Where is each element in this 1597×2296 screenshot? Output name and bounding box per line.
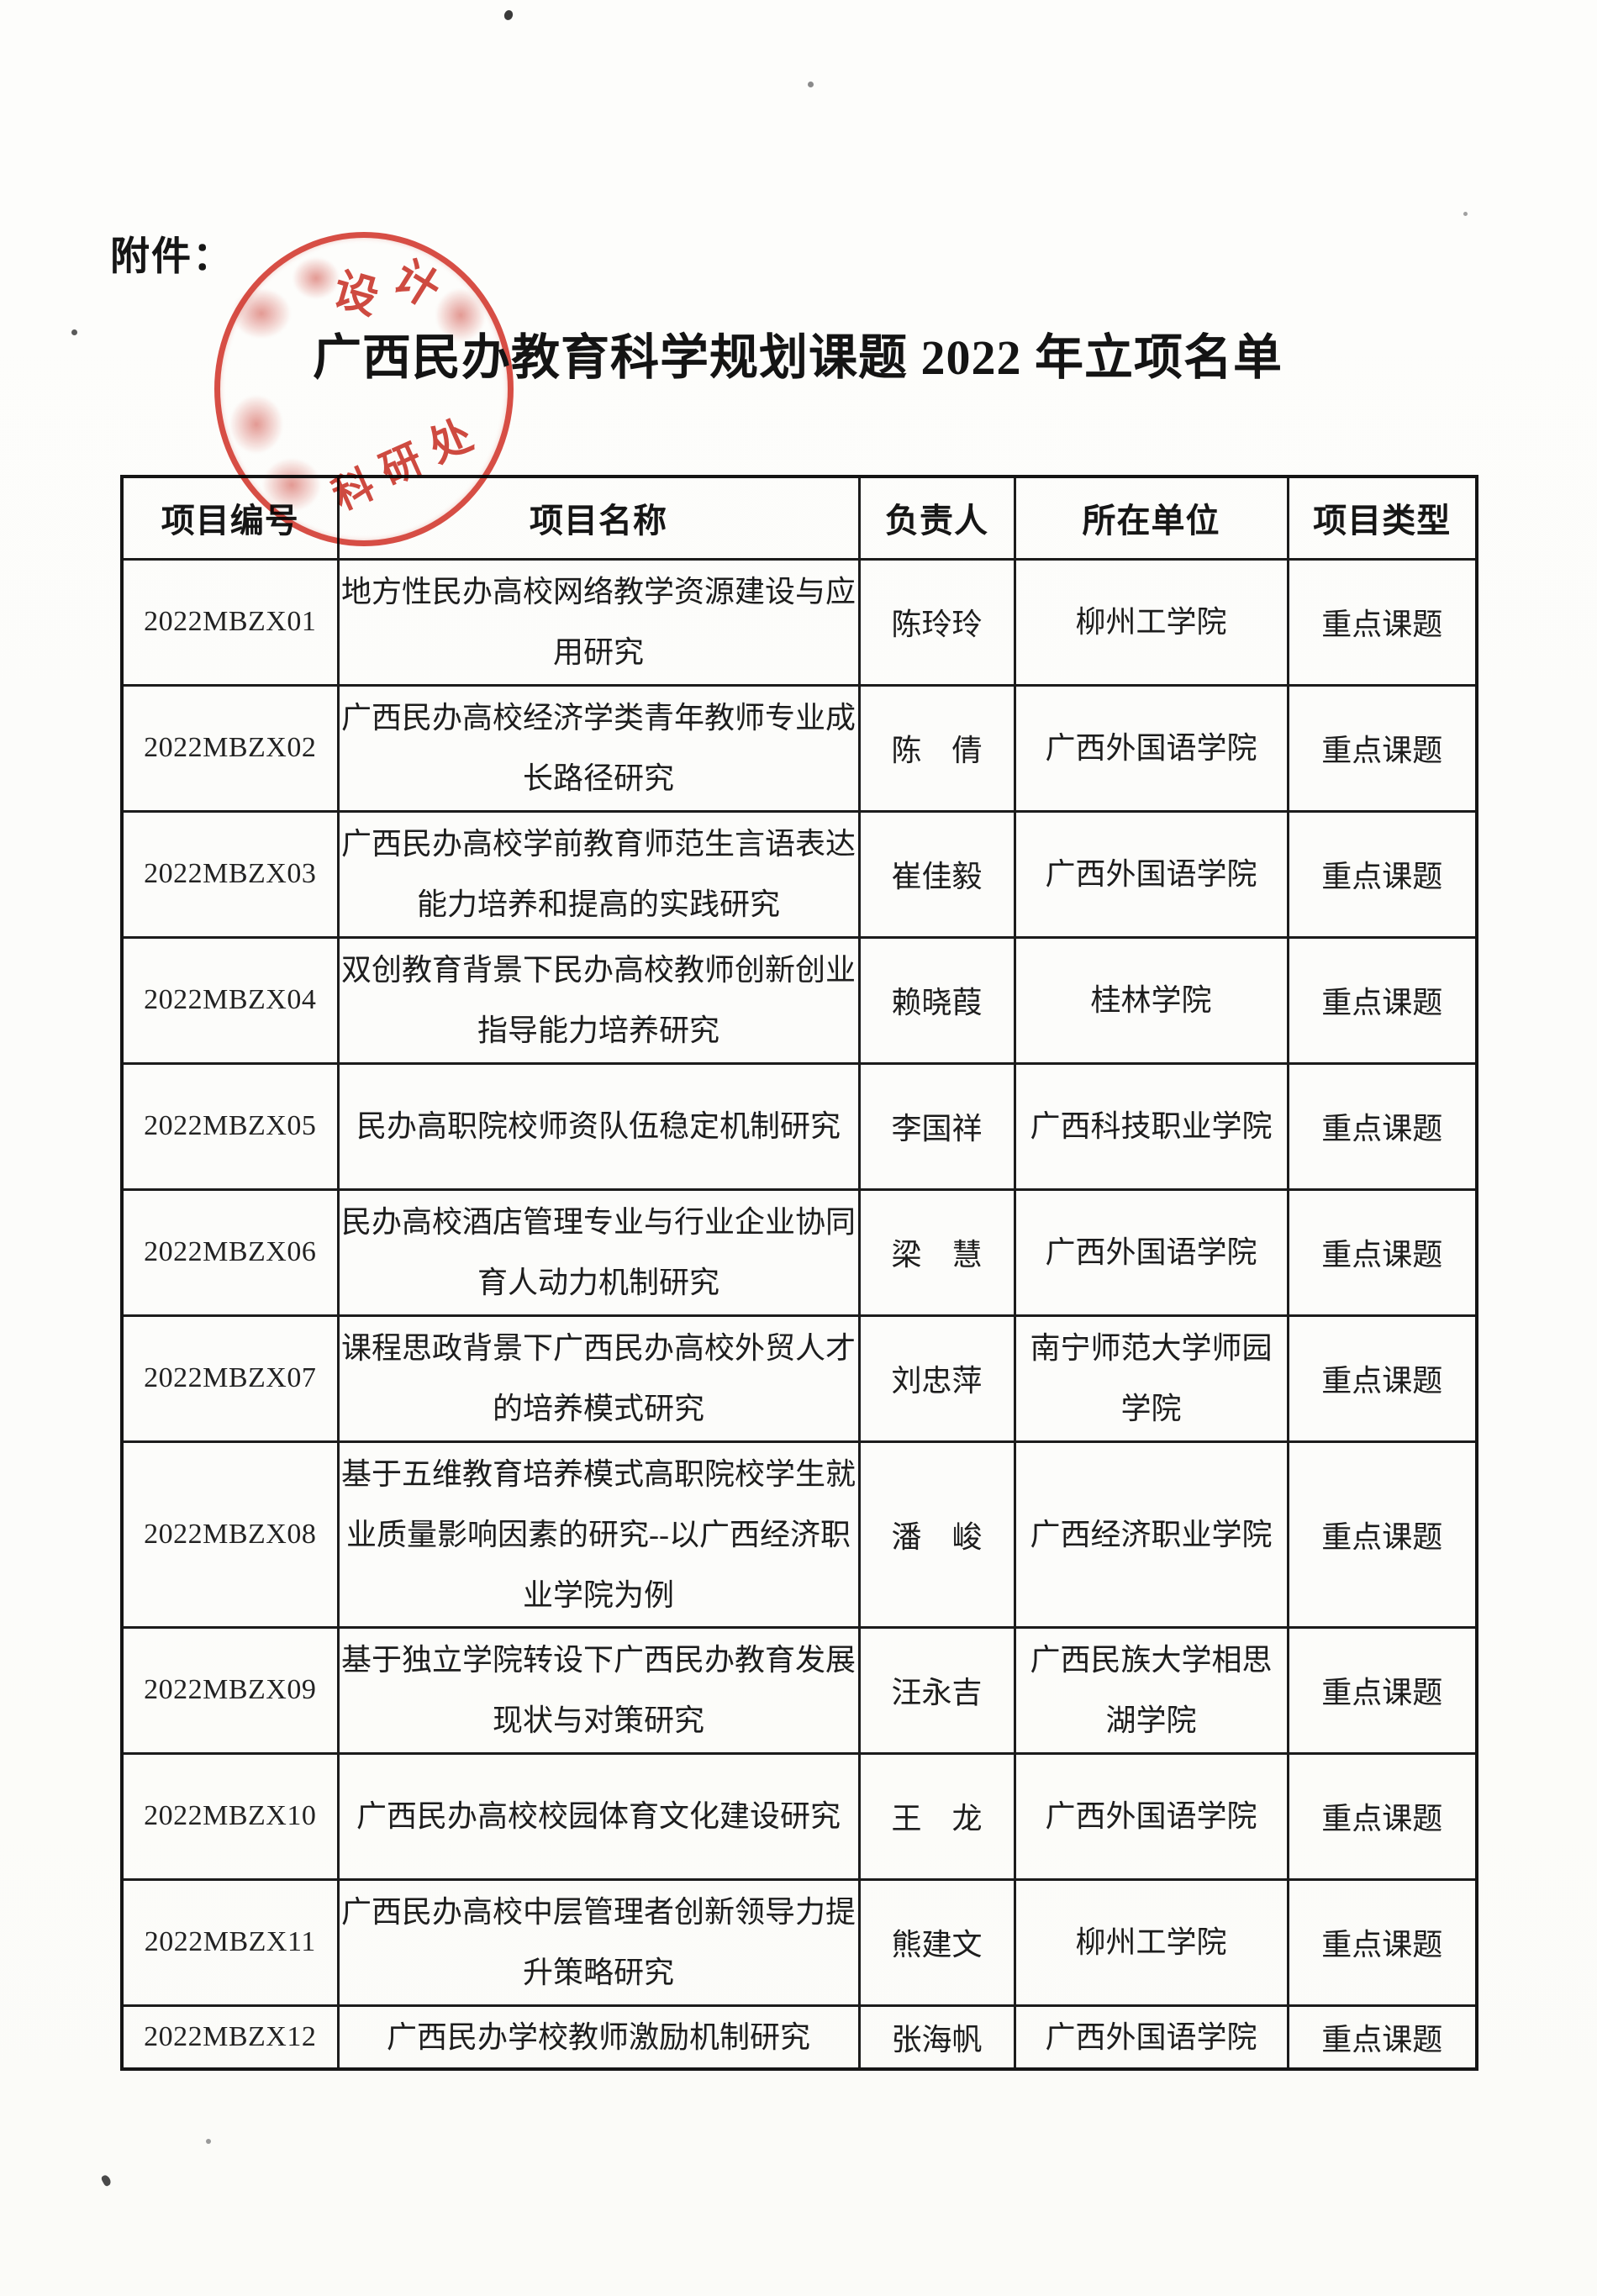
project-unit: 广西外国语学院 [1013, 2004, 1289, 2070]
table-row: 2022MBZX04 双创教育背景下民办高校教师创新创业指导能力培养研究 赖晓葭… [120, 935, 1478, 1065]
project-id: 2022MBZX03 [120, 809, 340, 939]
project-leader: 汪永吉 [857, 1625, 1016, 1755]
project-title: 广西民办学校教师激励机制研究 [336, 2004, 861, 2070]
stamp-arc-char: 计 [384, 253, 448, 317]
project-leader: 陈 倩 [857, 683, 1016, 813]
project-unit: 广西外国语学院 [1013, 683, 1289, 813]
project-title: 民办高职院校师资队伍稳定机制研究 [336, 1061, 861, 1191]
project-category: 重点课题 [1286, 1625, 1478, 1755]
project-id: 2022MBZX11 [120, 1877, 340, 2007]
project-category: 重点课题 [1286, 1751, 1478, 1881]
stamp-smudge [292, 256, 340, 299]
project-category: 重点课题 [1286, 1877, 1478, 2007]
scan-speck [1463, 212, 1468, 216]
col-header-project-name: 项目名称 [336, 475, 861, 561]
project-leader: 陈玲玲 [857, 557, 1016, 687]
project-id: 2022MBZX12 [120, 2004, 340, 2070]
table-row: 2022MBZX05 民办高职院校师资队伍稳定机制研究 李国祥 广西科技职业学院… [120, 1061, 1478, 1191]
col-header-category: 项目类型 [1286, 475, 1478, 561]
table-row: 2022MBZX02 广西民办高校经济学类青年教师专业成长路径研究 陈 倩 广西… [120, 683, 1478, 813]
scan-speck [503, 8, 514, 22]
table-row: 2022MBZX12 广西民办学校教师激励机制研究 张海帆 广西外国语学院 重点… [120, 2004, 1478, 2070]
project-category: 重点课题 [1286, 2004, 1478, 2070]
project-unit: 广西外国语学院 [1013, 809, 1289, 939]
project-category: 重点课题 [1286, 809, 1478, 939]
scan-speck [100, 2173, 113, 2188]
project-unit: 广西外国语学院 [1013, 1751, 1289, 1881]
project-title: 基于五维教育培养模式高职院校学生就业质量影响因素的研究--以广西经济职业学院为例 [336, 1440, 861, 1629]
project-leader: 熊建文 [857, 1877, 1016, 2007]
project-id: 2022MBZX09 [120, 1625, 340, 1755]
project-leader: 李国祥 [857, 1061, 1016, 1191]
table-row: 2022MBZX08 基于五维教育培养模式高职院校学生就业质量影响因素的研究--… [120, 1440, 1478, 1629]
project-unit: 广西经济职业学院 [1013, 1440, 1289, 1629]
project-title: 民办高校酒店管理专业与行业企业协同育人动力机制研究 [336, 1187, 861, 1317]
table-row: 2022MBZX09 基于独立学院转设下广西民办教育发展现状与对策研究 汪永吉 … [120, 1625, 1478, 1755]
project-unit: 柳州工学院 [1013, 1877, 1289, 2007]
project-unit: 广西民族大学相思湖学院 [1013, 1625, 1289, 1755]
project-category: 重点课题 [1286, 1440, 1478, 1629]
project-id: 2022MBZX06 [120, 1187, 340, 1317]
scan-speck [808, 82, 814, 87]
project-title: 广西民办高校校园体育文化建设研究 [336, 1751, 861, 1881]
col-header-leader: 负责人 [857, 475, 1016, 561]
stamp-office-char: 处 [422, 411, 480, 472]
project-leader: 梁 慧 [857, 1187, 1016, 1317]
project-leader: 潘 峻 [857, 1440, 1016, 1629]
table-header-row: 项目编号 项目名称 负责人 所在单位 项目类型 [120, 475, 1478, 561]
project-id: 2022MBZX05 [120, 1061, 340, 1191]
project-unit: 南宁师范大学师园学院 [1013, 1314, 1289, 1443]
project-category: 重点课题 [1286, 557, 1478, 687]
project-id: 2022MBZX07 [120, 1314, 340, 1443]
stamp-arc-char: 设 [328, 265, 384, 324]
project-category: 重点课题 [1286, 1314, 1478, 1443]
project-category: 重点课题 [1286, 935, 1478, 1065]
project-leader: 崔佳毅 [857, 809, 1016, 939]
project-leader: 赖晓葭 [857, 935, 1016, 1065]
project-leader: 刘忠萍 [857, 1314, 1016, 1443]
project-title: 课程思政背景下广西民办高校外贸人才的培养模式研究 [336, 1314, 861, 1443]
project-id: 2022MBZX01 [120, 557, 340, 687]
col-header-unit: 所在单位 [1013, 475, 1289, 561]
table-row: 2022MBZX10 广西民办高校校园体育文化建设研究 王 龙 广西外国语学院 … [120, 1751, 1478, 1881]
project-category: 重点课题 [1286, 683, 1478, 813]
scan-speck [71, 329, 77, 335]
project-unit: 广西科技职业学院 [1013, 1061, 1289, 1191]
project-id: 2022MBZX02 [120, 683, 340, 813]
project-id: 2022MBZX08 [120, 1440, 340, 1629]
project-leader: 王 龙 [857, 1751, 1016, 1881]
project-title: 广西民办高校学前教育师范生言语表达能力培养和提高的实践研究 [336, 809, 861, 939]
project-id: 2022MBZX10 [120, 1751, 340, 1881]
stamp-smudge [229, 395, 283, 455]
project-title: 广西民办高校经济学类青年教师专业成长路径研究 [336, 683, 861, 813]
project-category: 重点课题 [1286, 1061, 1478, 1191]
table-row: 2022MBZX06 民办高校酒店管理专业与行业企业协同育人动力机制研究 梁 慧… [120, 1187, 1478, 1317]
project-leader: 张海帆 [857, 2004, 1016, 2070]
project-unit: 柳州工学院 [1013, 557, 1289, 687]
page-title: 广西民办教育科学规划课题 2022 年立项名单 [312, 330, 1283, 385]
project-category: 重点课题 [1286, 1187, 1478, 1317]
col-header-project-id: 项目编号 [120, 475, 340, 561]
project-unit: 广西外国语学院 [1013, 1187, 1289, 1317]
project-title: 地方性民办高校网络教学资源建设与应用研究 [336, 557, 861, 687]
scan-speck [206, 2139, 211, 2144]
project-id: 2022MBZX04 [120, 935, 340, 1065]
project-list-table: 项目编号 项目名称 负责人 所在单位 项目类型 2022MBZX01 地方性民办… [120, 475, 1478, 2071]
project-title: 双创教育背景下民办高校教师创新创业指导能力培养研究 [336, 935, 861, 1065]
table-row: 2022MBZX07 课程思政背景下广西民办高校外贸人才的培养模式研究 刘忠萍 … [120, 1314, 1478, 1443]
project-title: 基于独立学院转设下广西民办教育发展现状与对策研究 [336, 1625, 861, 1755]
attachment-label: 附件： [110, 234, 234, 278]
table-row: 2022MBZX03 广西民办高校学前教育师范生言语表达能力培养和提高的实践研究… [120, 809, 1478, 939]
table-row: 2022MBZX01 地方性民办高校网络教学资源建设与应用研究 陈玲玲 柳州工学… [120, 557, 1478, 687]
table-row: 2022MBZX11 广西民办高校中层管理者创新领导力提升策略研究 熊建文 柳州… [120, 1877, 1478, 2007]
project-unit: 桂林学院 [1013, 935, 1289, 1065]
project-title: 广西民办高校中层管理者创新领导力提升策略研究 [336, 1877, 861, 2007]
